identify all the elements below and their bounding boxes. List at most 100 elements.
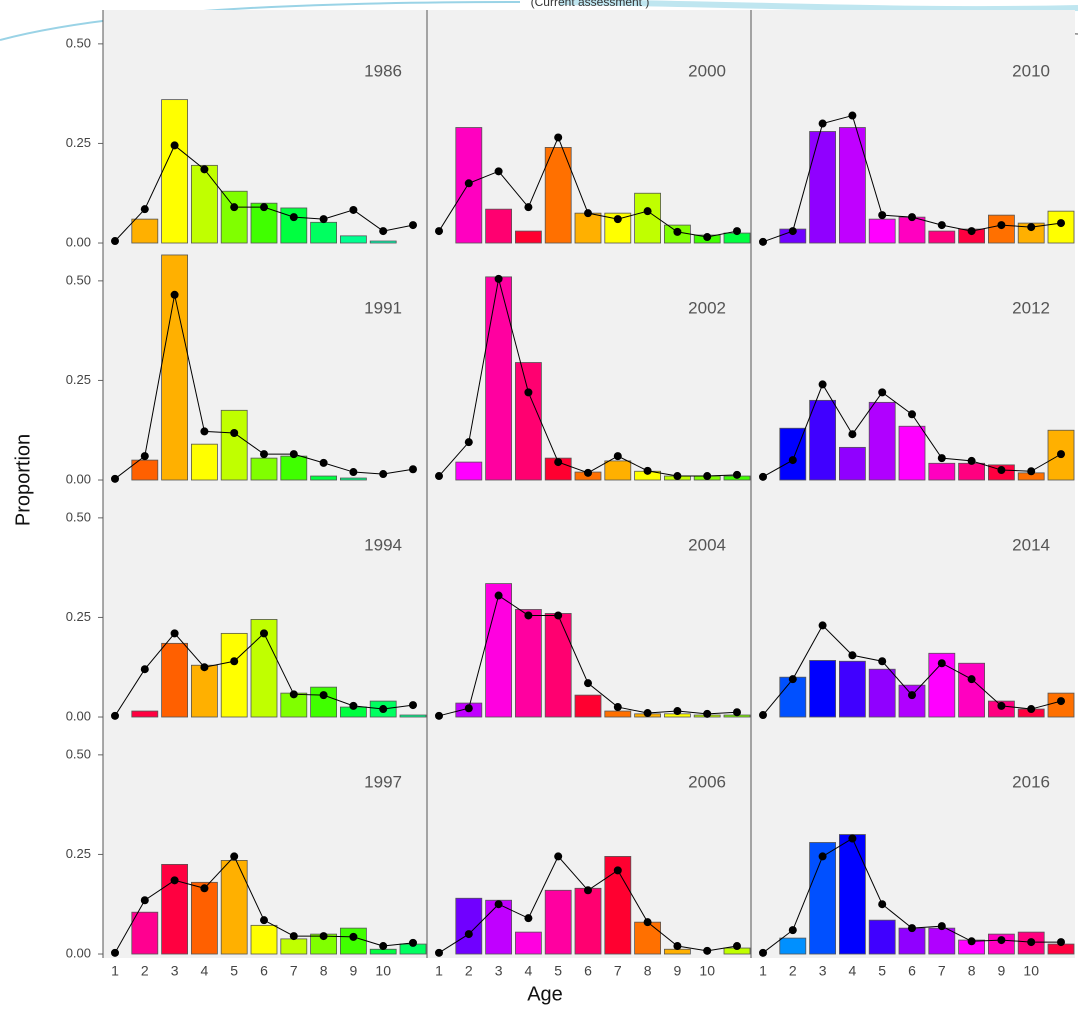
point — [937, 922, 946, 931]
point — [170, 290, 179, 299]
point — [613, 452, 622, 461]
x-tick-label: 4 — [525, 963, 533, 979]
bar — [161, 642, 189, 718]
point — [967, 456, 976, 465]
point — [759, 472, 767, 481]
point — [733, 227, 741, 236]
point — [435, 227, 443, 236]
point — [524, 203, 533, 212]
x-tick-label: 1 — [111, 963, 119, 979]
point — [967, 227, 976, 236]
y-tick-label: 0.25 — [66, 372, 91, 387]
point — [409, 701, 417, 710]
point — [349, 701, 358, 710]
point — [788, 675, 797, 684]
point — [643, 207, 652, 216]
point — [1057, 450, 1065, 459]
bar — [280, 938, 308, 955]
bar — [868, 218, 896, 244]
point — [759, 711, 767, 720]
point — [997, 701, 1006, 710]
panel-label: 2016 — [1012, 772, 1050, 791]
point — [878, 388, 887, 397]
point — [319, 215, 328, 224]
point — [937, 659, 946, 668]
point — [908, 410, 916, 419]
bar — [515, 230, 542, 244]
point — [494, 900, 503, 909]
bar — [190, 164, 218, 244]
point — [464, 704, 473, 713]
point — [379, 705, 388, 714]
point — [1057, 938, 1065, 947]
point — [848, 111, 857, 120]
y-tick-label: 0.50 — [66, 509, 91, 524]
bar — [515, 931, 542, 955]
point — [967, 675, 976, 684]
point — [524, 611, 533, 620]
point — [788, 456, 797, 465]
bar — [839, 446, 866, 481]
bar — [779, 937, 807, 955]
y-axis-label: Proportion — [12, 434, 34, 526]
bar — [220, 632, 248, 718]
bar — [574, 694, 602, 718]
bar — [839, 834, 866, 955]
bar — [574, 887, 602, 955]
point — [409, 938, 417, 947]
point — [997, 221, 1006, 230]
bar — [898, 684, 926, 718]
point — [937, 454, 946, 463]
point — [289, 690, 298, 699]
point — [878, 211, 887, 220]
panel-background — [751, 721, 1075, 958]
bar — [485, 276, 513, 481]
panel-label: 1991 — [364, 298, 402, 317]
point — [554, 611, 563, 620]
point — [464, 438, 473, 447]
bar — [485, 583, 513, 718]
point — [703, 472, 712, 481]
bar — [574, 212, 602, 244]
point — [200, 427, 209, 436]
point — [733, 942, 741, 951]
x-tick-label: 10 — [375, 963, 391, 979]
point — [464, 179, 473, 188]
panel-background — [751, 10, 1075, 247]
bar — [131, 710, 159, 718]
x-tick-label: 1 — [435, 963, 443, 979]
point — [260, 203, 268, 212]
x-tick-label: 6 — [908, 963, 916, 979]
bar — [310, 475, 338, 481]
point — [908, 213, 916, 222]
point — [584, 679, 592, 688]
x-tick-label: 6 — [584, 963, 592, 979]
bar — [515, 609, 542, 718]
bar — [310, 221, 338, 244]
point — [524, 388, 533, 397]
x-tick-label: 9 — [998, 963, 1006, 979]
x-tick-label: 8 — [644, 963, 652, 979]
point — [289, 450, 298, 459]
bar — [485, 208, 513, 244]
point — [200, 165, 209, 174]
point — [967, 937, 976, 946]
point — [997, 466, 1006, 475]
point — [703, 946, 712, 955]
point — [524, 914, 533, 923]
bar — [839, 127, 866, 244]
x-tick-label: 9 — [350, 963, 358, 979]
x-tick-label: 7 — [938, 963, 946, 979]
point — [703, 233, 712, 242]
panel-label: 2000 — [688, 61, 726, 80]
point — [1027, 467, 1036, 476]
panel-label: 2002 — [688, 298, 726, 317]
bar — [898, 425, 926, 481]
bar — [131, 911, 159, 955]
bar — [161, 99, 189, 244]
bar — [250, 924, 278, 955]
point — [937, 221, 946, 230]
x-tick-label: 5 — [230, 963, 238, 979]
point — [379, 227, 388, 236]
